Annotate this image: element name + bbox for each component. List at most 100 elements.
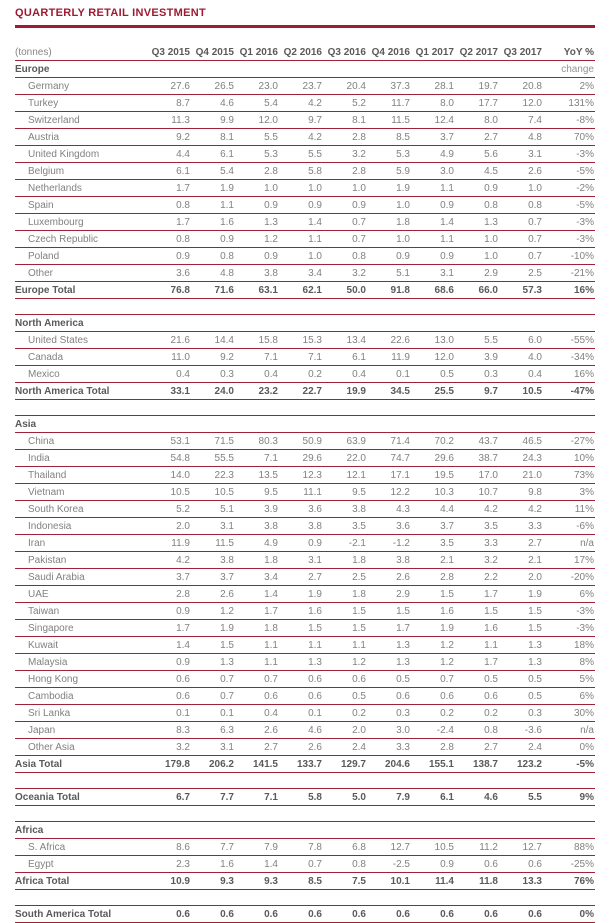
- table-row: Czech Republic 0.8 0.9 1.2 1.1 0.7 1.0 1.1 1.0 0.…: [15, 230, 595, 248]
- value-cell: 10.9: [149, 872, 193, 890]
- value-cell: 0.8: [325, 247, 369, 265]
- table-header: (tonnes) Q3 2015 Q4 2015 Q1 2016 Q2 2016 Q3 …: [15, 44, 595, 61]
- value-cell: 1.6: [193, 855, 237, 873]
- section-change-label: [545, 415, 595, 433]
- yoy-cell: 16%: [545, 281, 595, 299]
- spacer-cell: [15, 806, 595, 822]
- value-cell: 1.9: [193, 619, 237, 637]
- yoy-cell: -3%: [545, 213, 595, 231]
- value-cell: 12.4: [413, 111, 457, 129]
- yoy-cell: -10%: [545, 247, 595, 265]
- value-cell: 129.7: [325, 755, 369, 773]
- value-cell: 3.0: [369, 721, 413, 739]
- value-cell: 2.0: [149, 517, 193, 535]
- value-cell: 1.9: [281, 585, 325, 603]
- value-cell: 0.9: [237, 196, 281, 214]
- value-cell: 4.5: [457, 162, 501, 180]
- value-cell: 0.5: [369, 670, 413, 688]
- value-cell: 14.4: [193, 331, 237, 349]
- value-cell: 0.2: [413, 704, 457, 722]
- value-cell: 1.5: [281, 619, 325, 637]
- value-cell: 0.3: [457, 365, 501, 383]
- row-label: Turkey: [15, 94, 149, 112]
- value-cell: 8.0: [457, 111, 501, 129]
- value-cell: 12.1: [325, 466, 369, 484]
- value-cell: 5.8: [281, 162, 325, 180]
- value-cell: 5.9: [369, 162, 413, 180]
- yoy-cell: -34%: [545, 348, 595, 366]
- value-cell: 21.6: [149, 331, 193, 349]
- value-cell: 7.7: [193, 838, 237, 856]
- yoy-cell: 18%: [545, 636, 595, 654]
- value-cell: 22.0: [325, 449, 369, 467]
- total-row: Africa Total 10.9 9.3 9.3 8.5 7.5 10.1 11.4 11.8…: [15, 872, 595, 890]
- value-cell: 9.7: [457, 382, 501, 400]
- yoy-header: YoY %: [563, 46, 594, 58]
- value-cell: 17.7: [457, 94, 501, 112]
- table-row: S. Africa 8.6 7.7 7.9 7.8 6.8 12.7 10.5 11.2 12.7…: [15, 838, 595, 856]
- value-cell: 7.7: [193, 788, 237, 806]
- value-cell: 3.6: [149, 264, 193, 282]
- yoy-cell: 73%: [545, 466, 595, 484]
- value-cell: 0.7: [501, 213, 545, 231]
- yoy-cell: 17%: [545, 551, 595, 569]
- value-cell: 5.3: [369, 145, 413, 163]
- value-cell: 13.0: [413, 331, 457, 349]
- value-cell: 1.5: [369, 602, 413, 620]
- value-cell: 5.4: [193, 162, 237, 180]
- value-cell: 1.1: [237, 636, 281, 654]
- value-cell: 12.7: [369, 838, 413, 856]
- value-cell: 10.7: [457, 483, 501, 501]
- value-cell: 9.9: [193, 111, 237, 129]
- value-cell: 0.7: [325, 230, 369, 248]
- value-cell: 5.5: [237, 128, 281, 146]
- value-cell: 204.6: [369, 755, 413, 773]
- value-cell: 6.7: [149, 788, 193, 806]
- row-label: Belgium: [15, 162, 149, 180]
- value-cell: 24.0: [193, 382, 237, 400]
- yoy-cell: -8%: [545, 111, 595, 129]
- value-cell: 1.1: [237, 653, 281, 671]
- column-header: Q4 2016: [371, 46, 410, 58]
- yoy-cell: -21%: [545, 264, 595, 282]
- value-cell: 1.0: [501, 179, 545, 197]
- value-cell: 62.1: [281, 281, 325, 299]
- table-row: Switzerland 11.3 9.9 12.0 9.7 8.1 11.5 12.4 8.0 7…: [15, 111, 595, 129]
- value-cell: 1.7: [457, 653, 501, 671]
- value-cell: 3.5: [325, 517, 369, 535]
- value-cell: 9.3: [193, 872, 237, 890]
- value-cell: 1.5: [457, 602, 501, 620]
- value-cell: 9.2: [193, 348, 237, 366]
- value-cell: 0.2: [281, 365, 325, 383]
- value-cell: 13.4: [325, 331, 369, 349]
- value-cell: 1.8: [369, 213, 413, 231]
- table-row: United States 21.6 14.4 15.8 15.3 13.4 22.6 13.…: [15, 331, 595, 349]
- table-row: Mexico 0.4 0.3 0.4 0.2 0.4 0.1 0.5 0.3 0.4 16%: [15, 365, 595, 383]
- value-cell: 0.6: [501, 855, 545, 873]
- value-cell: 3.8: [193, 551, 237, 569]
- value-cell: 63.1: [237, 281, 281, 299]
- value-cell: 0.5: [325, 687, 369, 705]
- value-cell: 1.6: [413, 602, 457, 620]
- value-cell: 1.3: [501, 636, 545, 654]
- value-cell: 0.5: [457, 670, 501, 688]
- table-row: South Korea 5.2 5.1 3.9 3.6 3.8 4.3 4.4 4.2 4.2 11…: [15, 500, 595, 518]
- column-header: Q3 2016: [327, 46, 366, 58]
- row-label: Switzerland: [15, 111, 149, 129]
- value-cell: 4.2: [501, 500, 545, 518]
- value-cell: 1.1: [413, 230, 457, 248]
- value-cell: 5.5: [457, 331, 501, 349]
- yoy-cell: -3%: [545, 602, 595, 620]
- yoy-cell: -5%: [545, 162, 595, 180]
- value-cell: 1.5: [501, 602, 545, 620]
- yoy-cell: -3%: [545, 230, 595, 248]
- column-header: Q2 2016: [283, 46, 322, 58]
- value-cell: 19.7: [457, 77, 501, 95]
- yoy-cell: 76%: [545, 872, 595, 890]
- yoy-cell: 5%: [545, 670, 595, 688]
- value-cell: 5.1: [369, 264, 413, 282]
- value-cell: 4.3: [369, 500, 413, 518]
- value-cell: 0.7: [501, 230, 545, 248]
- value-cell: 20.8: [501, 77, 545, 95]
- row-label: Hong Kong: [15, 670, 149, 688]
